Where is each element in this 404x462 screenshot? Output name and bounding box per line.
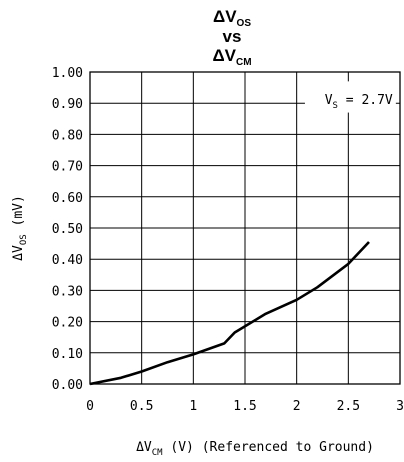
y-tick-label: 0.60 [52,191,83,206]
y-tick-label: 0.20 [52,316,83,331]
x-tick-label: 0 [86,399,94,414]
series-line [89,241,370,386]
x-axis-label: ΔVCM (V) (Referenced to Ground) [136,440,374,458]
y-tick-label: 0.10 [52,347,83,362]
x-tick-label: 3 [396,399,404,414]
x-tick-label: 0.5 [130,399,153,414]
title-line-2: vs [223,27,242,46]
y-tick-label: 0.80 [52,128,83,143]
title-line-1: ΔVOS [213,7,251,29]
y-tick-label: 0.30 [52,284,83,299]
tick-labels: 0.000.100.200.300.400.500.600.700.800.90… [52,66,404,414]
x-tick-label: 1.5 [233,399,256,414]
supply-voltage-label: VS = 2.7V [325,93,393,111]
x-tick-label: 2 [293,399,301,414]
y-tick-label: 0.40 [52,253,83,268]
x-tick-label: 1 [189,399,197,414]
y-tick-label: 0.00 [52,378,83,393]
plot-frame [89,71,401,385]
chart-title: ΔVOS vs ΔVCM [212,7,251,68]
x-tick-label: 2.5 [337,399,360,414]
y-tick-label: 0.90 [52,97,83,112]
title-line-3: ΔVCM [212,46,251,68]
y-tick-label: 1.00 [52,66,83,81]
y-tick-label: 0.50 [52,222,83,237]
data-series [89,241,370,386]
y-tick-label: 0.70 [52,160,83,175]
y-axis-label: ΔVOS (mV) [11,195,29,261]
grid [90,72,400,384]
annotation-box: VS = 2.7V [304,81,396,113]
